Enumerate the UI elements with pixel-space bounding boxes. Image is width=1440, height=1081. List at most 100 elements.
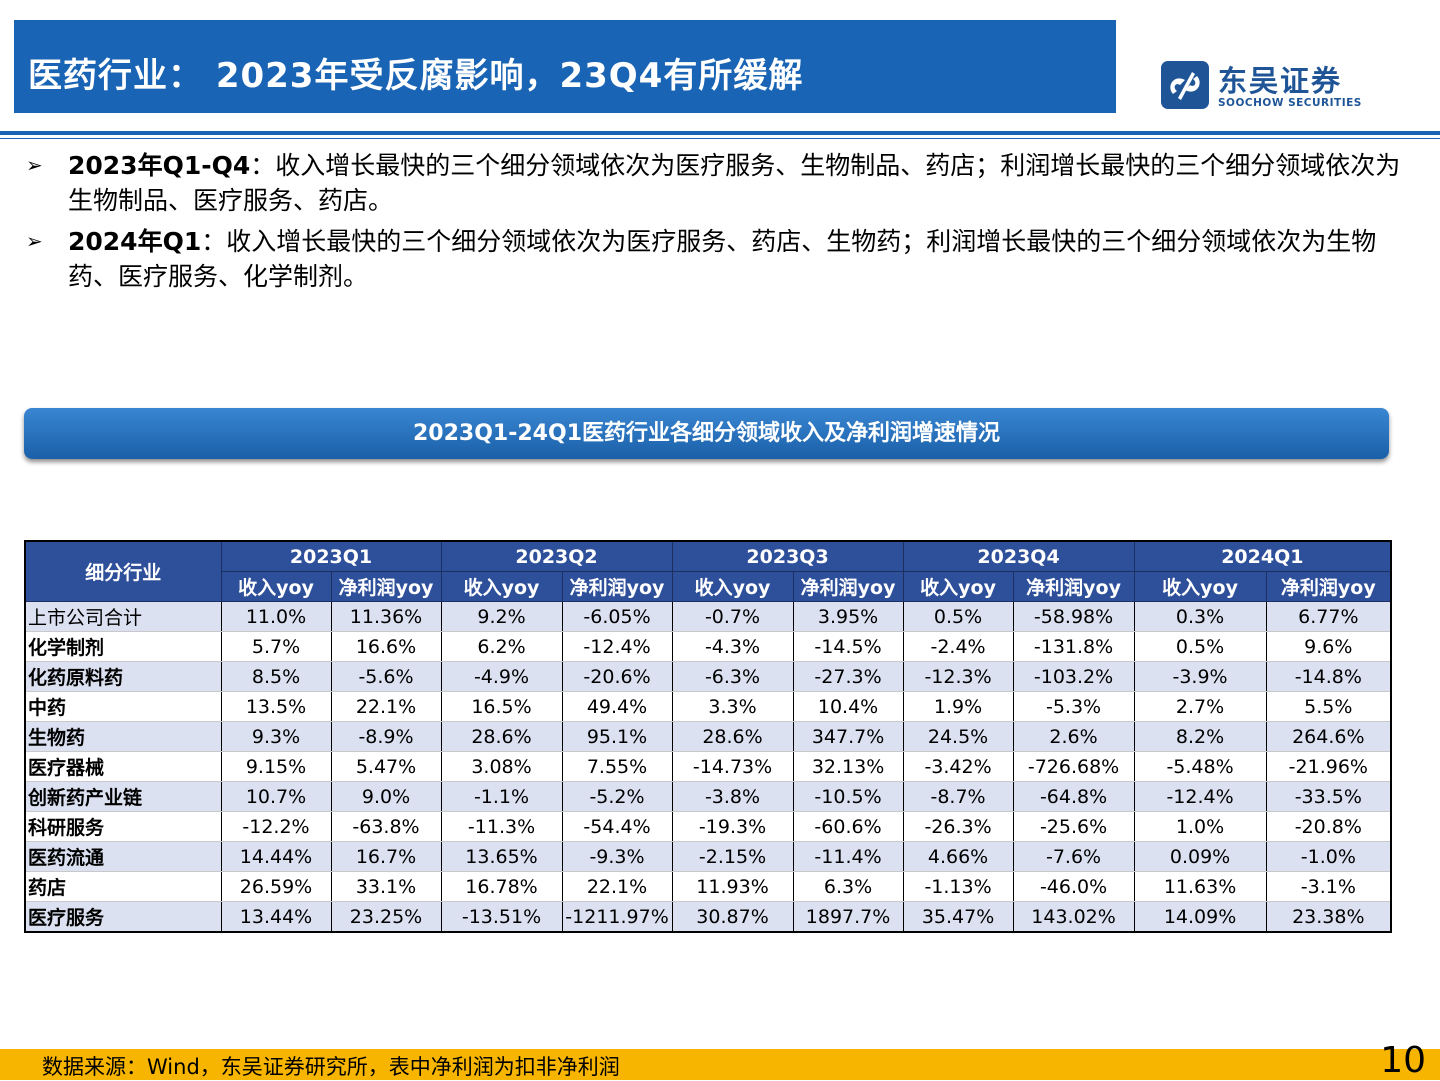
source-note: 数据来源：Wind，东吴证券研究所，表中净利润为扣非净利润 xyxy=(42,1055,620,1079)
period-header: 2023Q4 xyxy=(902,540,1135,572)
value-cell: 9.6% xyxy=(1265,631,1392,662)
value-cell: 16.78% xyxy=(440,871,563,902)
value-cell: -1.1% xyxy=(440,781,563,812)
value-cell: 8.5% xyxy=(220,661,332,692)
value-cell: 1897.7% xyxy=(792,901,904,933)
table-row: 上市公司合计 11.0% 11.36% 9.2% -6.05% -0.7% 3.95% 0.5… xyxy=(24,601,1392,632)
table-row: 医药流通 14.44% 16.7% 13.65% -9.3% -2.15% -11.4% 4.… xyxy=(24,841,1392,872)
value-cell: 5.5% xyxy=(1265,691,1392,722)
value-cell: -5.2% xyxy=(561,781,673,812)
value-cell: -6.3% xyxy=(671,661,794,692)
bullet-text: ：收入增长最快的三个细分领域依次为医疗服务、药店、生物药；利润增长最快的三个细分… xyxy=(68,227,1377,291)
value-cell: 28.6% xyxy=(671,721,794,752)
value-cell: -12.4% xyxy=(561,631,673,662)
value-cell: -5.6% xyxy=(330,661,442,692)
value-cell: -12.2% xyxy=(220,811,332,842)
value-cell: -103.2% xyxy=(1012,661,1135,692)
value-cell: 10.4% xyxy=(792,691,904,722)
table-row: 生物药 9.3% -8.9% 28.6% 95.1% 28.6% 347.7% 24.5% 2.… xyxy=(24,721,1392,752)
table-row: 化药原料药 8.5% -5.6% -4.9% -20.6% -6.3% -27.3% -12.… xyxy=(24,661,1392,692)
page-number: 10 xyxy=(1380,1040,1426,1081)
row-name-cell: 药店 xyxy=(24,871,222,902)
growth-table: 细分行业 2023Q1 2023Q2 2023Q3 2023Q4 2024Q1 … xyxy=(24,540,1393,933)
table-row: 科研服务 -12.2% -63.8% -11.3% -54.4% -19.3% -60.6%… xyxy=(24,811,1392,842)
value-cell: 16.6% xyxy=(330,631,442,662)
period-header: 2023Q2 xyxy=(440,540,673,572)
period-header: 2023Q1 xyxy=(220,540,442,572)
metric-header: 净利润yoy xyxy=(561,571,673,602)
arrow-bullet-icon: ➢ xyxy=(26,229,43,253)
value-cell: -12.3% xyxy=(902,661,1014,692)
value-cell: -58.98% xyxy=(1012,601,1135,632)
logo-name-cn: 东吴证券 xyxy=(1218,64,1343,98)
value-cell: -5.3% xyxy=(1012,691,1135,722)
value-cell: -3.1% xyxy=(1265,871,1392,902)
row-name-cell: 医药流通 xyxy=(24,841,222,872)
value-cell: -20.6% xyxy=(561,661,673,692)
page-title: 医药行业： 2023年受反腐影响，23Q4有所缓解 xyxy=(28,56,804,96)
value-cell: -6.05% xyxy=(561,601,673,632)
title-bar: 医药行业： 2023年受反腐影响，23Q4有所缓解 xyxy=(14,20,1116,113)
value-cell: -3.9% xyxy=(1133,661,1267,692)
value-cell: 264.6% xyxy=(1265,721,1392,752)
metric-header: 净利润yoy xyxy=(1012,571,1135,602)
table-title-banner: 2023Q1-24Q1医药行业各细分领域收入及净利润增速情况 xyxy=(24,408,1389,459)
value-cell: -11.4% xyxy=(792,841,904,872)
metric-header: 收入yoy xyxy=(1133,571,1267,602)
value-cell: 0.3% xyxy=(1133,601,1267,632)
value-cell: -0.7% xyxy=(671,601,794,632)
value-cell: -3.42% xyxy=(902,751,1014,782)
bullet-item: ➢ 2024年Q1：收入增长最快的三个细分领域依次为医疗服务、药店、生物药；利润… xyxy=(26,224,1406,294)
value-cell: 1.9% xyxy=(902,691,1014,722)
value-cell: 11.93% xyxy=(671,871,794,902)
value-cell: 10.7% xyxy=(220,781,332,812)
value-cell: -12.4% xyxy=(1133,781,1267,812)
metric-header: 净利润yoy xyxy=(330,571,442,602)
value-cell: 95.1% xyxy=(561,721,673,752)
table-row: 药店 26.59% 33.1% 16.78% 22.1% 11.93% 6.3% -1.13%… xyxy=(24,871,1392,902)
table-row: 化学制剂 5.7% 16.6% 6.2% -12.4% -4.3% -14.5% -2.4% -… xyxy=(24,631,1392,662)
logo-name-en: SOOCHOW SECURITIES xyxy=(1218,97,1362,109)
value-cell: 6.77% xyxy=(1265,601,1392,632)
value-cell: -8.7% xyxy=(902,781,1014,812)
value-cell: 8.2% xyxy=(1133,721,1267,752)
value-cell: 0.09% xyxy=(1133,841,1267,872)
bullet-lead: 2023年Q1-Q4 xyxy=(68,151,251,180)
row-name-cell: 中药 xyxy=(24,691,222,722)
metric-header: 收入yoy xyxy=(220,571,332,602)
value-cell: 9.15% xyxy=(220,751,332,782)
value-cell: 32.13% xyxy=(792,751,904,782)
value-cell: 30.87% xyxy=(671,901,794,933)
table-row: 医疗器械 9.15% 5.47% 3.08% 7.55% -14.73% 32.13% -3.… xyxy=(24,751,1392,782)
value-cell: -726.68% xyxy=(1012,751,1135,782)
value-cell: 2.7% xyxy=(1133,691,1267,722)
value-cell: 49.4% xyxy=(561,691,673,722)
row-name-cell: 化药原料药 xyxy=(24,661,222,692)
value-cell: 28.6% xyxy=(440,721,563,752)
table-row: 医疗服务 13.44% 23.25% -13.51% -1211.97% 30.87% 18… xyxy=(24,901,1392,933)
value-cell: 14.09% xyxy=(1133,901,1267,933)
value-cell: 13.65% xyxy=(440,841,563,872)
value-cell: 11.36% xyxy=(330,601,442,632)
value-cell: 16.7% xyxy=(330,841,442,872)
bullet-text: ：收入增长最快的三个细分领域依次为医疗服务、生物制品、药店；利润增长最快的三个细… xyxy=(68,151,1401,215)
value-cell: -14.8% xyxy=(1265,661,1392,692)
value-cell: -19.3% xyxy=(671,811,794,842)
value-cell: -1211.97% xyxy=(561,901,673,933)
header-rule xyxy=(0,131,1440,135)
value-cell: -1.0% xyxy=(1265,841,1392,872)
bullet-item: ➢ 2023年Q1-Q4：收入增长最快的三个细分领域依次为医疗服务、生物制品、药… xyxy=(26,148,1406,218)
value-cell: -131.8% xyxy=(1012,631,1135,662)
period-header-row: 细分行业 2023Q1 2023Q2 2023Q3 2023Q4 2024Q1 xyxy=(24,540,1392,602)
value-cell: 22.1% xyxy=(330,691,442,722)
company-logo: 东吴证券 SOOCHOW SECURITIES xyxy=(1160,60,1370,112)
value-cell: -46.0% xyxy=(1012,871,1135,902)
corner-header: 细分行业 xyxy=(24,540,222,602)
value-cell: 5.7% xyxy=(220,631,332,662)
value-cell: 347.7% xyxy=(792,721,904,752)
value-cell: 9.3% xyxy=(220,721,332,752)
value-cell: 3.3% xyxy=(671,691,794,722)
value-cell: -60.6% xyxy=(792,811,904,842)
arrow-bullet-icon: ➢ xyxy=(26,153,43,177)
value-cell: 3.95% xyxy=(792,601,904,632)
